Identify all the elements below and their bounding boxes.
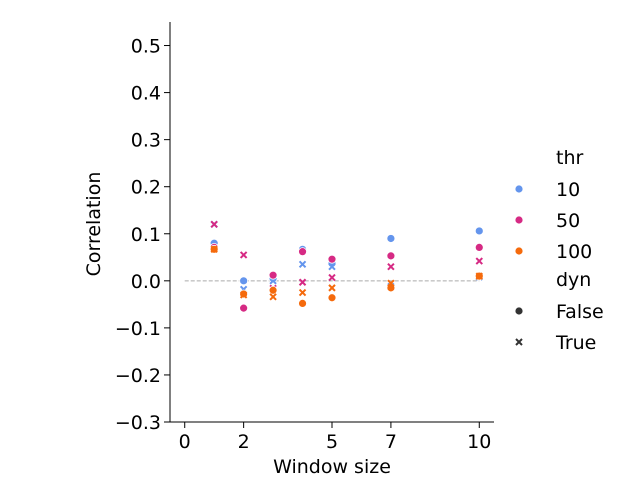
data-point-circle	[386, 234, 396, 243]
data-point-x	[328, 273, 336, 282]
data-point-x	[210, 245, 218, 254]
legend-swatch-10	[514, 184, 524, 194]
y-tick-label: 0.0	[131, 271, 161, 293]
x-tick-label: 5	[326, 431, 338, 453]
legend-label-50: 50	[556, 210, 580, 232]
data-point-circle	[327, 293, 337, 303]
data-point-circle	[386, 251, 396, 261]
legend-label-true: True	[555, 332, 596, 354]
legend-style-items: False True	[514, 301, 604, 354]
y-tick-label: 0.1	[131, 224, 161, 246]
legend: thr 10 50 100 dyn False True	[514, 147, 604, 354]
y-tick-label: −0.1	[115, 318, 161, 340]
data-point-circle	[474, 226, 484, 236]
x-tick-label: 7	[385, 431, 397, 453]
legend-hue-items: 10 50 100	[514, 179, 592, 263]
data-point-x	[475, 257, 483, 265]
x-axis-label: Window size	[273, 456, 391, 478]
data-point-x	[269, 293, 277, 301]
y-tick-label: −0.2	[115, 365, 161, 387]
data-points	[209, 220, 484, 313]
data-point-x	[298, 260, 307, 269]
data-point-circle	[268, 285, 278, 295]
legend-marker-circle	[514, 306, 524, 316]
plot-area: −0.3 −0.2 −0.1 0.0 0.1 0.2 0.3 0.4 0.5 0 2 5 7 10	[115, 22, 494, 453]
data-point-x	[298, 288, 307, 297]
data-point-circle	[298, 247, 307, 257]
y-tick-label: 0.4	[131, 83, 161, 105]
data-point-x	[387, 262, 395, 271]
legend-swatch-100	[514, 246, 524, 256]
data-point-x	[387, 279, 395, 287]
data-point-circle	[298, 299, 307, 308]
x-tick-label: 2	[238, 431, 250, 453]
data-point-x	[298, 278, 307, 286]
data-point-x	[475, 272, 483, 280]
y-tick-label: 0.5	[131, 36, 161, 58]
y-ticks: −0.3 −0.2 −0.1 0.0 0.1 0.2 0.3 0.4 0.5	[115, 36, 170, 434]
data-point-x	[328, 262, 336, 271]
legend-hue-title: thr	[556, 147, 583, 169]
data-point-circle	[239, 276, 249, 286]
x-tick-label: 0	[179, 431, 191, 453]
data-point-x	[239, 291, 248, 299]
legend-marker-x	[515, 338, 523, 346]
data-point-circle	[327, 254, 337, 264]
legend-label-100: 100	[556, 241, 592, 263]
data-point-x	[239, 251, 248, 259]
y-tick-label: 0.2	[131, 177, 161, 199]
legend-style-title: dyn	[556, 269, 591, 291]
legend-label-false: False	[556, 301, 604, 323]
data-point-circle	[268, 270, 278, 280]
data-point-circle	[239, 303, 249, 313]
data-point-circle	[474, 243, 484, 252]
y-tick-label: 0.3	[131, 130, 161, 152]
y-tick-label: −0.3	[115, 412, 161, 434]
legend-swatch-50	[514, 215, 524, 225]
data-point-x	[328, 284, 336, 292]
y-axis-label: Correlation	[83, 172, 105, 277]
x-tick-label: 10	[467, 431, 491, 453]
data-point-x	[210, 220, 218, 229]
x-ticks: 0 2 5 7 10	[179, 422, 491, 453]
legend-label-10: 10	[556, 179, 580, 201]
